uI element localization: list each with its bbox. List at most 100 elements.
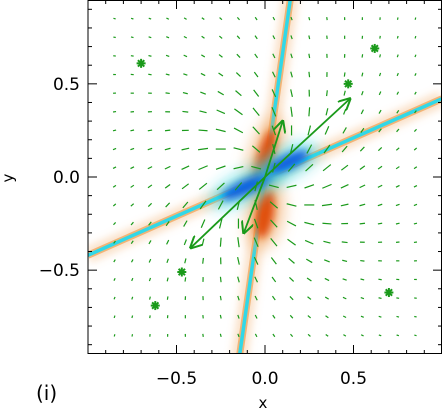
vector-arrow	[237, 256, 240, 265]
vector-arrow	[413, 147, 418, 151]
vector-arrow	[306, 144, 313, 154]
vector-arrow	[198, 182, 208, 190]
vector-arrow	[166, 258, 169, 264]
vector-arrow	[165, 202, 171, 208]
vector-arrow	[148, 258, 152, 263]
vector-arrow	[360, 296, 365, 300]
vector-arrow	[164, 147, 171, 151]
vector-arrow	[378, 91, 382, 96]
vector-arrow	[147, 166, 153, 170]
vector-arrow	[253, 237, 259, 248]
vector-arrow	[378, 278, 382, 281]
vector-arrow	[341, 241, 348, 244]
vector-arrow	[414, 35, 417, 39]
vector-arrow	[254, 314, 258, 319]
vector-arrow	[395, 147, 400, 151]
vector-arrow	[307, 296, 312, 300]
large-vector-arrow	[264, 121, 283, 178]
vector-arrow	[359, 146, 365, 152]
vector-arrow	[323, 240, 331, 244]
vector-arrow	[216, 109, 226, 115]
vector-arrow	[199, 110, 207, 114]
vector-arrow	[343, 334, 347, 337]
vector-arrow	[113, 334, 116, 337]
vector-arrow	[304, 239, 314, 245]
vector-arrow	[271, 89, 277, 98]
vector-arrow	[112, 147, 117, 151]
vector-arrow	[166, 36, 170, 39]
vector-arrow	[254, 333, 258, 338]
vector-arrow	[148, 277, 152, 282]
vector-arrow	[112, 184, 117, 188]
vector-arrow	[340, 164, 349, 171]
vector-arrow	[396, 72, 399, 77]
vector-arrow	[253, 218, 259, 229]
large-vector-arrow	[264, 99, 350, 178]
vector-arrow	[322, 164, 332, 172]
star-marker	[150, 301, 160, 311]
vector-arrow	[148, 296, 151, 300]
star-marker	[177, 267, 187, 277]
vector-arrow	[237, 333, 240, 338]
vector-arrow	[112, 166, 117, 169]
vector-arrow	[215, 128, 226, 133]
vector-arrow	[181, 165, 190, 170]
vector-arrow	[113, 17, 116, 20]
vector-arrow	[342, 278, 347, 281]
vector-arrow	[396, 128, 400, 133]
vector-arrow	[219, 17, 223, 21]
vector-arrow	[413, 203, 418, 207]
vector-arrow	[113, 259, 116, 263]
vector-arrow	[359, 165, 366, 170]
star-markers	[136, 43, 394, 311]
vector-arrow	[199, 200, 207, 210]
vector-arrow	[308, 16, 311, 21]
vector-arrow	[307, 125, 312, 136]
x-tick-label: −0.5	[156, 369, 197, 389]
heatmap-blob-positive	[255, 190, 275, 239]
vector-arrow	[322, 222, 332, 225]
vector-arrow	[219, 237, 222, 247]
heatmap-blob-negative	[221, 172, 273, 200]
vector-arrow	[183, 239, 187, 246]
axis-ticks: −0.5 0.0 0.5 0.5 0.0 −0.5	[39, 0, 442, 389]
vector-arrow	[233, 147, 244, 151]
large-vector-arrow	[191, 176, 266, 248]
vector-arrow	[233, 127, 244, 134]
vector-arrow	[359, 222, 366, 225]
vector-arrow	[286, 220, 297, 227]
vector-arrow	[342, 296, 347, 300]
vector-arrow	[182, 110, 189, 113]
vector-arrow	[326, 90, 328, 97]
vector-arrow	[290, 16, 293, 21]
vector-arrow	[307, 333, 311, 337]
vector-arrow	[165, 92, 170, 95]
vector-arrow	[289, 314, 294, 319]
vector-arrow	[287, 238, 296, 246]
vector-arrow	[324, 126, 330, 135]
star-stroke	[370, 44, 379, 53]
vector-arrow	[251, 145, 261, 153]
vector-arrow	[130, 259, 134, 263]
vector-arrow	[200, 72, 206, 77]
x-axis-label: x	[259, 394, 268, 411]
vector-arrow	[359, 184, 366, 189]
vector-arrow	[308, 53, 311, 59]
vector-arrow	[236, 16, 240, 21]
vector-arrow	[290, 89, 293, 98]
vector-arrow	[130, 221, 134, 226]
vector-arrow	[130, 166, 135, 170]
star-stroke	[385, 288, 393, 297]
vector-arrow	[166, 277, 169, 282]
vector-arrow	[323, 144, 331, 154]
vector-arrow	[215, 165, 226, 170]
vector-arrow	[325, 315, 329, 319]
vector-arrow	[414, 110, 417, 114]
vector-arrow	[130, 36, 134, 39]
vector-arrow	[252, 107, 260, 117]
vector-arrow	[201, 35, 205, 39]
vector-arrow	[360, 315, 364, 318]
vector-arrow	[290, 106, 293, 117]
vector-arrow	[181, 147, 190, 151]
